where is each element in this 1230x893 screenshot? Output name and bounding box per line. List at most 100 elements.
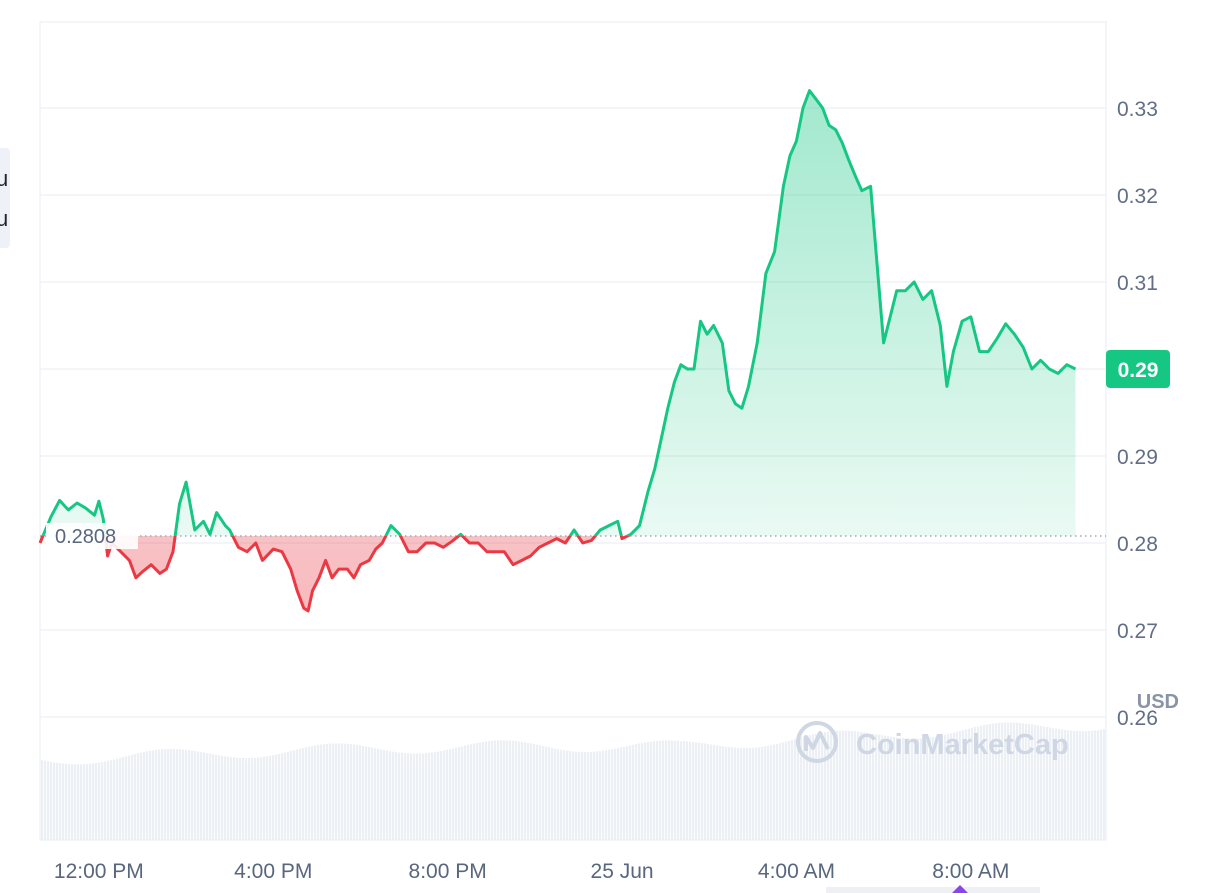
volume-bar [329,743,332,840]
volume-bar [275,754,278,840]
volume-bar [62,763,65,840]
volume-bar [938,736,941,840]
volume-bar [713,744,716,840]
price-line-above [41,89,1077,537]
volume-bar [851,730,854,840]
volume-bar [218,755,221,840]
volume-bar [1073,730,1076,840]
volume-bar [50,761,53,840]
volume-bar [707,744,710,840]
volume-bar [587,751,590,840]
volume-bar [866,732,869,840]
volume-bar [815,733,818,840]
range-navigator[interactable] [826,887,1040,893]
volume-bar [551,747,554,840]
volume-bar [1004,722,1007,840]
volume-bar [704,743,707,840]
volume-bar [899,737,902,840]
volume-bar [140,752,143,840]
volume-bar [740,747,743,840]
volume-bar [1025,723,1028,840]
navigator-handle-icon[interactable] [952,885,968,893]
volume-bar [890,736,893,840]
volume-bar [848,730,851,840]
volume-bar [383,750,386,840]
volume-bar [257,757,260,840]
volume-bar [854,731,857,840]
volume-bar [338,743,341,840]
volume-bar [527,742,530,840]
volume-bar [1094,730,1097,840]
volume-bar [758,747,761,840]
volume-bar [89,763,92,840]
volume-bar [767,745,770,840]
volume-bar [1007,722,1010,840]
volume-bar [368,747,371,840]
volume-bar [497,740,500,840]
volume-bar [800,737,803,840]
volume-bar [314,745,317,840]
volume-bar [425,753,428,840]
volume-bar [122,757,125,840]
volume-bar [836,730,839,840]
volume-bar [563,750,566,840]
volume-bar [491,740,494,840]
volume-bar [932,737,935,840]
volume-bar [644,742,647,840]
coinmarketcap-watermark: CoinMarketCap [796,721,1069,763]
volume-bar [164,749,167,840]
volume-bar [455,747,458,840]
volume-bar [875,734,878,840]
volume-bar [416,753,419,840]
volume-bar [665,740,668,840]
volume-bar [953,732,956,840]
volume-bar [56,762,59,840]
x-axis: 12:00 PM 4:00 PM 8:00 PM 25 Jun 4:00 AM 8:00 … [54,860,1009,883]
volume-bar [728,747,731,840]
volume-bar [245,758,248,840]
volume-bar [386,750,389,840]
volume-bar [545,746,548,840]
volume-bar [395,752,398,840]
volume-bar [791,739,794,840]
volume-bar [536,744,539,840]
volume-bar [356,744,359,840]
volume-bar [83,764,86,840]
volume-bar [77,764,80,840]
volume-bar [413,753,416,840]
volume-bar [653,741,656,840]
volume-bar [779,743,782,840]
volume-bar [440,751,443,840]
volume-bar [170,748,173,840]
volume-bar [902,738,905,840]
volume-bar [764,746,767,840]
volume-bar [374,748,377,840]
volume-bar [1010,722,1013,840]
volume-bar [212,754,215,840]
volume-bar [785,741,788,840]
volume-bar [302,747,305,840]
volume-bar [914,738,917,840]
volume-bar [719,745,722,840]
svg-text:0.2808: 0.2808 [55,526,116,548]
volume-bar [506,740,509,840]
volume-bar [371,747,374,840]
volume-bar [608,749,611,840]
volume-bar [623,746,626,840]
volume-bar [647,742,650,840]
volume-bar [518,741,521,840]
volume-bar [47,761,50,840]
volume-bar [638,743,641,840]
volume-bar [656,740,659,840]
volume-bar [512,740,515,840]
volume-bar [1097,730,1100,840]
volume-bar [839,730,842,840]
volume-bar [668,740,671,840]
volume-bar [398,752,401,840]
volume-bar [494,740,497,840]
x-tick-label: 8:00 PM [409,860,487,883]
volume-bar [770,745,773,840]
svg-text:CoinMarketCap: CoinMarketCap [856,729,1069,761]
side-tab[interactable]: u u [0,148,10,248]
